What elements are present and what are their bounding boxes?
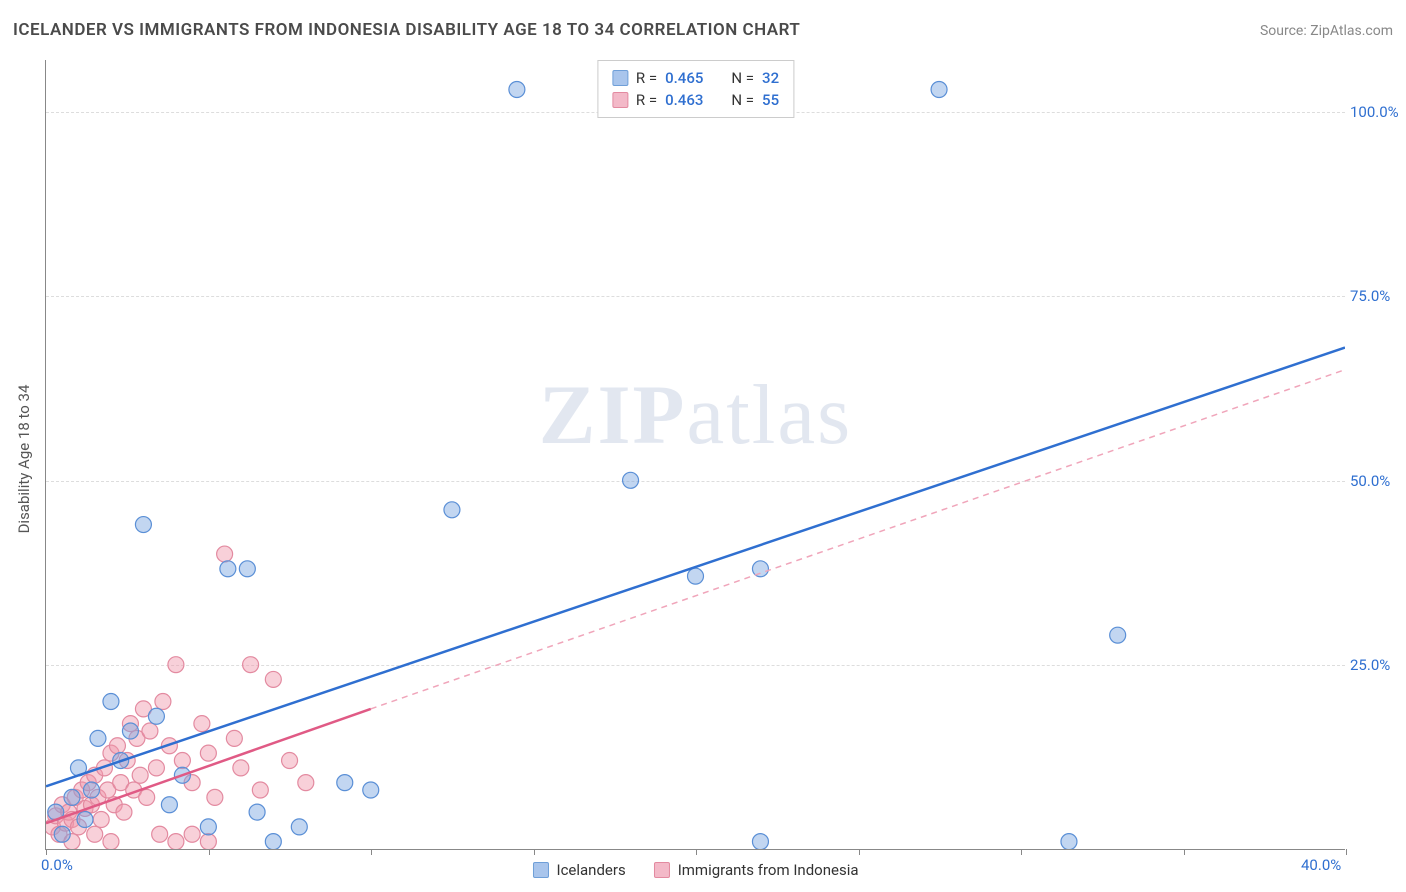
y-tick-label: 75.0% (1350, 287, 1405, 305)
legend-stats-row: R = 0.465 N = 32 (612, 67, 779, 89)
swatch-icon (612, 70, 628, 86)
swatch-icon (612, 92, 628, 108)
n-label: N = (731, 69, 754, 87)
source-label: Source: ZipAtlas.com (1260, 23, 1393, 39)
r-value: 0.465 (665, 69, 703, 87)
bottom-legend: Icelanders Immigrants from Indonesia (532, 861, 858, 879)
plot-svg (46, 60, 1345, 849)
n-value: 32 (762, 69, 779, 87)
r-label: R = (636, 91, 657, 109)
legend-label: Immigrants from Indonesia (678, 861, 859, 879)
chart-frame: ZIPatlas R = 0.465 N = 32 R = 0.463 N = … (45, 60, 1345, 850)
chart-container: ICELANDER VS IMMIGRANTS FROM INDONESIA D… (0, 0, 1406, 892)
legend-item: Icelanders (532, 861, 625, 879)
y-axis-label: Disability Age 18 to 34 (15, 385, 33, 534)
legend-stats-row: R = 0.463 N = 55 (612, 89, 779, 111)
y-tick-label: 100.0% (1350, 103, 1405, 121)
chart-title: ICELANDER VS IMMIGRANTS FROM INDONESIA D… (13, 20, 800, 40)
n-label: N = (731, 91, 754, 109)
r-value: 0.463 (665, 91, 703, 109)
y-tick-label: 25.0% (1350, 656, 1405, 674)
title-row: ICELANDER VS IMMIGRANTS FROM INDONESIA D… (13, 20, 1393, 40)
y-tick-label: 50.0% (1350, 472, 1405, 490)
x-tick-label: 40.0% (1301, 856, 1341, 874)
swatch-icon (532, 862, 548, 878)
legend-stats-box: R = 0.465 N = 32 R = 0.463 N = 55 (597, 60, 794, 118)
n-value: 55 (762, 91, 779, 109)
legend-label: Icelanders (556, 861, 625, 879)
r-label: R = (636, 69, 657, 87)
x-tick-label: 0.0% (41, 856, 73, 874)
swatch-icon (654, 862, 670, 878)
legend-item: Immigrants from Indonesia (654, 861, 859, 879)
